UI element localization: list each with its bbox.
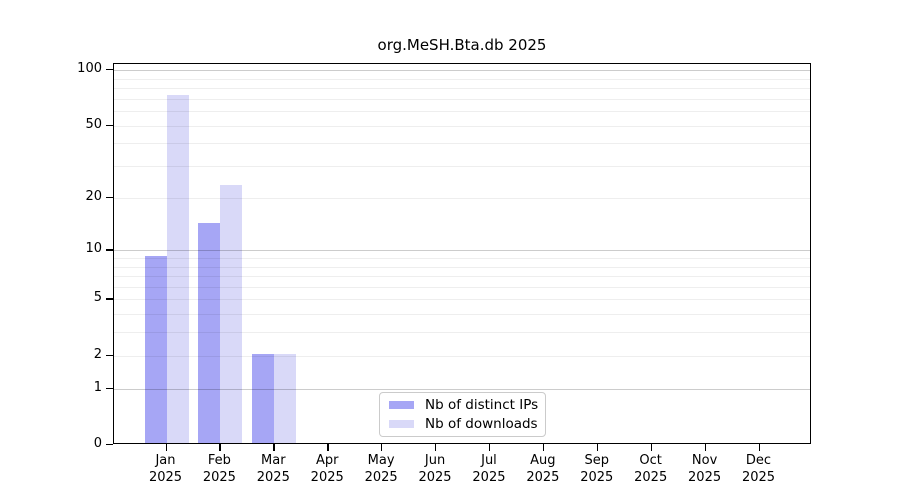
x-tick-mark (596, 444, 599, 451)
x-tick-label-apr: Apr 2025 (310, 453, 344, 485)
x-tick-label-dec: Dec 2025 (741, 453, 776, 485)
x-tick-label-jul: Jul 2025 (472, 453, 506, 485)
legend-label-distinct-ips: Nb of distinct IPs (425, 397, 539, 413)
x-tick-label-jan: Jan 2025 (148, 453, 183, 485)
y-tick-label: 100 (77, 61, 102, 77)
x-tick-label-may: May 2025 (364, 453, 398, 485)
x-tick-mark (488, 444, 491, 451)
x-tick-mark (327, 444, 329, 451)
y-tick-mark (106, 69, 113, 71)
y-tick-mark (106, 249, 113, 251)
x-tick-mark (650, 444, 652, 451)
x-tick-label-oct: Oct 2025 (634, 453, 668, 485)
x-tick-mark (704, 444, 706, 451)
y-tick-mark (106, 354, 113, 357)
x-tick-label-mar: Mar 2025 (256, 453, 290, 485)
x-tick-mark (273, 444, 275, 451)
y-tick-label: 2 (93, 346, 102, 362)
y-tick-label: 10 (85, 241, 102, 257)
y-tick-label: 5 (93, 290, 102, 306)
y-tick-label: 20 (85, 188, 102, 204)
y-tick-label: 0 (93, 436, 102, 451)
x-tick-mark (165, 444, 167, 451)
legend-item-downloads: Nb of downloads (389, 416, 545, 432)
bar-distinct-ips (144, 256, 167, 443)
y-tick-mark (106, 387, 113, 389)
bar-distinct-ips (198, 223, 221, 443)
bar-downloads (220, 184, 243, 443)
y-tick-mark (106, 444, 113, 446)
y-tick-mark (106, 196, 113, 199)
chart-title: org.MeSH.Bta.db 2025 (377, 36, 547, 54)
bar-downloads (274, 353, 297, 443)
legend-swatch-distinct-ips (389, 401, 414, 409)
y-tick-mark (106, 124, 113, 126)
x-tick-mark (542, 444, 545, 451)
x-tick-label-nov: Nov 2025 (688, 453, 722, 485)
y-tick-mark (106, 298, 113, 300)
x-tick-mark (435, 444, 437, 451)
y-tick-label: 50 (85, 116, 102, 132)
bar-distinct-ips (252, 353, 275, 443)
y-tick-label: 1 (93, 379, 102, 395)
x-tick-label-sep: Sep 2025 (580, 453, 614, 485)
x-tick-label-aug: Aug 2025 (526, 453, 560, 485)
plot-area (113, 63, 811, 444)
bars-layer (114, 64, 810, 443)
x-tick-mark (758, 444, 760, 451)
bar-downloads (166, 94, 189, 443)
x-tick-mark (381, 444, 383, 451)
x-tick-mark (219, 444, 221, 451)
x-tick-label-jun: Jun 2025 (418, 453, 452, 485)
legend-label-downloads: Nb of downloads (425, 416, 538, 432)
legend-item-distinct-ips: Nb of distinct IPs (389, 397, 545, 413)
x-tick-label-feb: Feb 2025 (202, 453, 236, 485)
legend: Nb of distinct IPs Nb of downloads (379, 392, 546, 437)
legend-swatch-downloads (389, 420, 414, 428)
